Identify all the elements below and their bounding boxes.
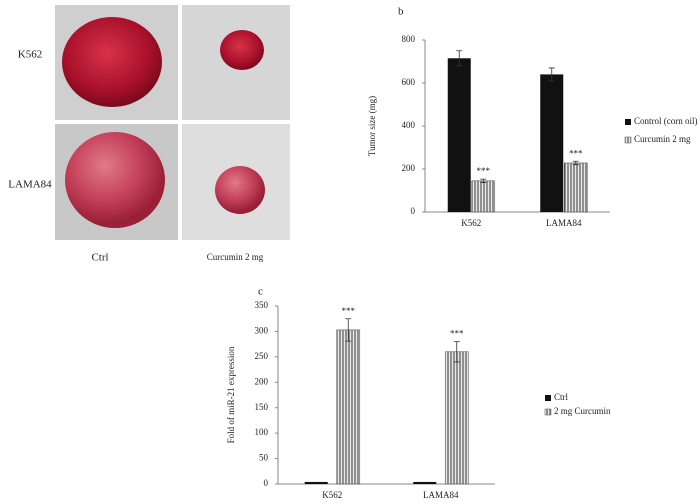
bar (563, 162, 588, 213)
x-tick-label: K562 (461, 218, 481, 228)
y-tick-label: 200 (255, 376, 269, 386)
error-bar (548, 67, 555, 82)
legend-swatch (544, 408, 552, 416)
y-tick-label: 300 (255, 325, 269, 335)
panel-label: c (258, 286, 263, 298)
legend-label: Control (corn oil) (634, 116, 698, 126)
legend-label: 2 mg Curcumin (554, 406, 611, 416)
tumor (65, 132, 165, 228)
legend-label: Ctrl (554, 392, 569, 402)
tumor (215, 166, 265, 214)
error-bar (456, 50, 463, 67)
significance-label: *** (450, 329, 464, 339)
bar (471, 180, 496, 213)
bar (304, 481, 328, 484)
legend-swatch (624, 136, 632, 144)
y-tick-label: 150 (255, 402, 269, 412)
panel-label: b (398, 6, 404, 18)
legend-swatch (625, 119, 631, 125)
bar (413, 481, 437, 484)
photo-panel: a K562 LAMA84 Ctrl Curcumin 2 mg (8, 5, 290, 264)
y-tick-label: 250 (255, 351, 269, 361)
y-tick-label: 350 (255, 300, 269, 310)
error-bar (345, 318, 352, 342)
legend-label: Curcumin 2 mg (634, 134, 691, 144)
y-tick-label: 50 (259, 453, 269, 463)
significance-label: *** (342, 306, 356, 316)
y-tick-label: 0 (264, 478, 269, 488)
y-tick-label: 0 (411, 206, 416, 216)
error-bar (480, 178, 487, 183)
column-label: Ctrl (91, 252, 108, 264)
error-bar (453, 341, 460, 363)
y-tick-label: 200 (402, 163, 416, 173)
y-tick-label: 600 (402, 77, 416, 87)
error-bar (572, 160, 579, 166)
y-tick-label: 100 (255, 427, 269, 437)
y-axis-label: Fold of miR-21 expression (226, 346, 236, 443)
bar (444, 351, 469, 485)
y-tick-label: 400 (402, 120, 416, 130)
x-tick-label: LAMA84 (423, 490, 459, 500)
significance-label: *** (569, 148, 583, 158)
legend-swatch (545, 395, 551, 401)
significance-label: *** (477, 166, 491, 176)
row-label: K562 (18, 49, 42, 61)
y-tick-label: 800 (402, 34, 416, 44)
bar (336, 329, 361, 485)
y-axis-label: Tumor size (mg) (367, 96, 377, 156)
tumor (220, 30, 264, 70)
bar (447, 58, 471, 213)
row-label: LAMA84 (8, 179, 52, 191)
x-tick-label: K562 (322, 490, 342, 500)
tumor (62, 17, 162, 107)
x-tick-label: LAMA84 (546, 218, 582, 228)
bar (540, 74, 564, 213)
column-label: Curcumin 2 mg (207, 252, 264, 262)
